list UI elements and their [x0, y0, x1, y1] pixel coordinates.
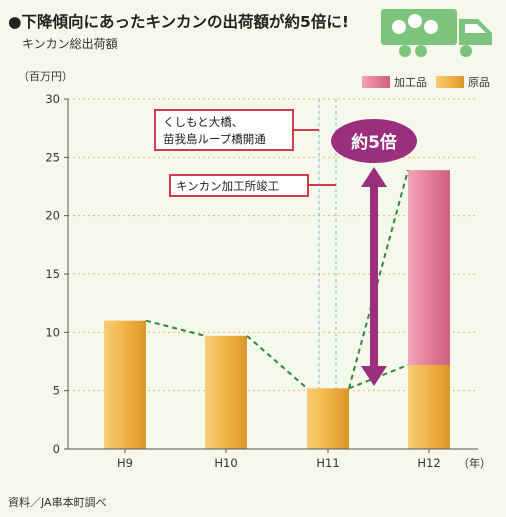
bar-raw [408, 365, 450, 449]
callout-bridge-line1: くしもと大橋、 [163, 115, 243, 129]
legend-label-raw: 原品 [468, 76, 490, 89]
trend-line-segment [145, 319, 206, 337]
source-note: 資料／JA串本町調べ [8, 495, 107, 509]
callout-factory-text: キンカン加工所竣工 [176, 179, 279, 193]
ratio-badge: 約5倍 [331, 119, 417, 163]
bar-processed [408, 170, 450, 365]
x-axis-unit: （年） [458, 456, 491, 470]
x-tick-label: H9 [117, 456, 133, 470]
callout-bridge-opening: くしもと大橋、 苗我島ループ橋開通 [154, 109, 319, 151]
x-tick-label: H12 [417, 456, 440, 470]
y-tick-label: 5 [53, 384, 60, 398]
growth-arrow [361, 167, 387, 386]
y-tick-label: 15 [45, 267, 60, 281]
x-tick-label: H10 [214, 456, 237, 470]
callout-bridge-line2: 苗我島ループ橋開通 [163, 132, 266, 146]
y-tick-label: 0 [53, 442, 60, 456]
y-tick-label: 20 [45, 209, 60, 223]
truck-icon [381, 9, 492, 57]
x-tick-labels: H9 H10 H11 H12 [117, 449, 441, 470]
legend-swatch-processed [362, 76, 390, 88]
trend-lines [145, 169, 409, 390]
bar-raw [104, 320, 146, 449]
x-tick-label: H11 [316, 456, 339, 470]
legend-label-processed: 加工品 [394, 76, 427, 89]
bars [104, 170, 450, 449]
y-tick-label: 10 [45, 325, 60, 339]
legend: 加工品 原品 [362, 76, 490, 89]
chart-title: ●下降傾向にあったキンカンの出荷額が約5倍に! [8, 12, 349, 31]
trend-line-total [348, 169, 409, 389]
legend-swatch-raw [436, 76, 464, 88]
y-tick-labels: 0 5 10 15 20 25 30 [45, 92, 68, 456]
callout-factory-built: キンカン加工所竣工 [169, 174, 336, 197]
chart-subtitle: キンカン総出荷額 [22, 37, 118, 51]
y-tick-label: 25 [45, 150, 60, 164]
trend-line-segment [246, 335, 308, 390]
ratio-badge-text: 約5倍 [351, 132, 397, 153]
bar-raw [307, 388, 349, 449]
y-tick-label: 30 [45, 92, 60, 106]
bar-raw [205, 335, 247, 449]
y-axis-label: （百万円） [18, 70, 73, 83]
